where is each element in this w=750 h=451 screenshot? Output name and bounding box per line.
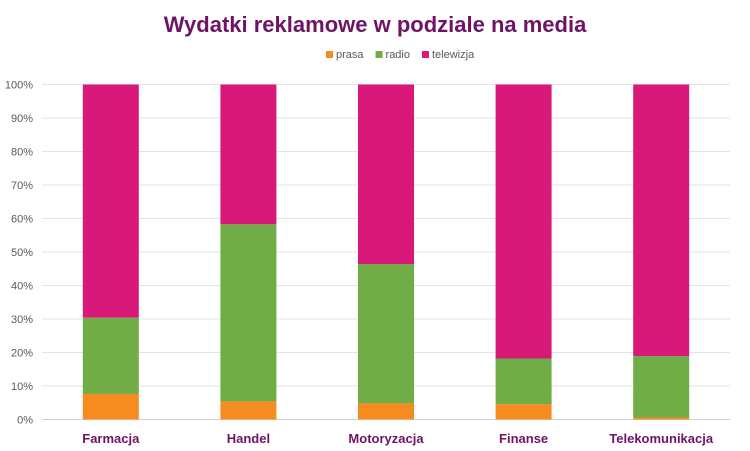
- bars: [82, 84, 690, 420]
- y-tick-label: 10%: [11, 381, 33, 393]
- legend-swatch-telewizja: [422, 51, 429, 58]
- bar-segment-telewizja: [495, 84, 552, 359]
- bar-segment-radio: [495, 358, 552, 405]
- bar-segment-radio: [220, 224, 277, 402]
- bar-segment-prasa: [495, 404, 552, 420]
- legend-label: telewizja: [432, 49, 475, 61]
- chart-title: Wydatki reklamowe w podziale na media: [164, 12, 587, 37]
- bar-segment-radio: [633, 356, 690, 418]
- y-axis: 0% 10% 20% 30% 40% 50% 60% 70% 80% 90% 100%: [5, 80, 33, 427]
- bar-segment-radio: [82, 317, 139, 395]
- x-tick-label: Finanse: [499, 431, 548, 446]
- y-tick-label: 90%: [11, 113, 33, 125]
- bar-segment-prasa: [633, 417, 690, 420]
- x-tick-label: Telekomunikacja: [609, 431, 714, 446]
- x-tick-label: Handel: [227, 431, 270, 446]
- bar-segment-radio: [358, 264, 414, 404]
- y-tick-label: 60%: [11, 214, 33, 226]
- bar-segment-telewizja: [633, 84, 690, 357]
- y-tick-label: 40%: [11, 281, 33, 293]
- bar-segment-telewizja: [358, 84, 414, 265]
- x-tick-label: Motoryzacja: [348, 431, 424, 446]
- y-tick-label: 20%: [11, 348, 33, 360]
- bar-segment-telewizja: [82, 84, 139, 318]
- x-tick-label: Farmacja: [82, 431, 140, 446]
- x-axis: Farmacja Handel Motoryzacja Finanse Telekomu…: [82, 431, 714, 446]
- legend-swatch-prasa: [326, 51, 333, 58]
- legend-label: prasa: [336, 49, 364, 61]
- bar-segment-prasa: [82, 394, 139, 420]
- legend-label: radio: [386, 49, 410, 61]
- y-tick-label: 30%: [11, 314, 33, 326]
- y-tick-label: 80%: [11, 147, 33, 159]
- y-tick-label: 0%: [17, 415, 33, 427]
- bar-segment-telewizja: [220, 84, 277, 225]
- bar-segment-prasa: [358, 403, 414, 420]
- legend: prasa radio telewizja: [326, 49, 475, 61]
- y-tick-label: 70%: [11, 180, 33, 192]
- y-tick-label: 100%: [5, 80, 33, 92]
- y-tick-label: 50%: [11, 247, 33, 259]
- bar-segment-prasa: [220, 401, 277, 420]
- legend-swatch-radio: [375, 51, 383, 58]
